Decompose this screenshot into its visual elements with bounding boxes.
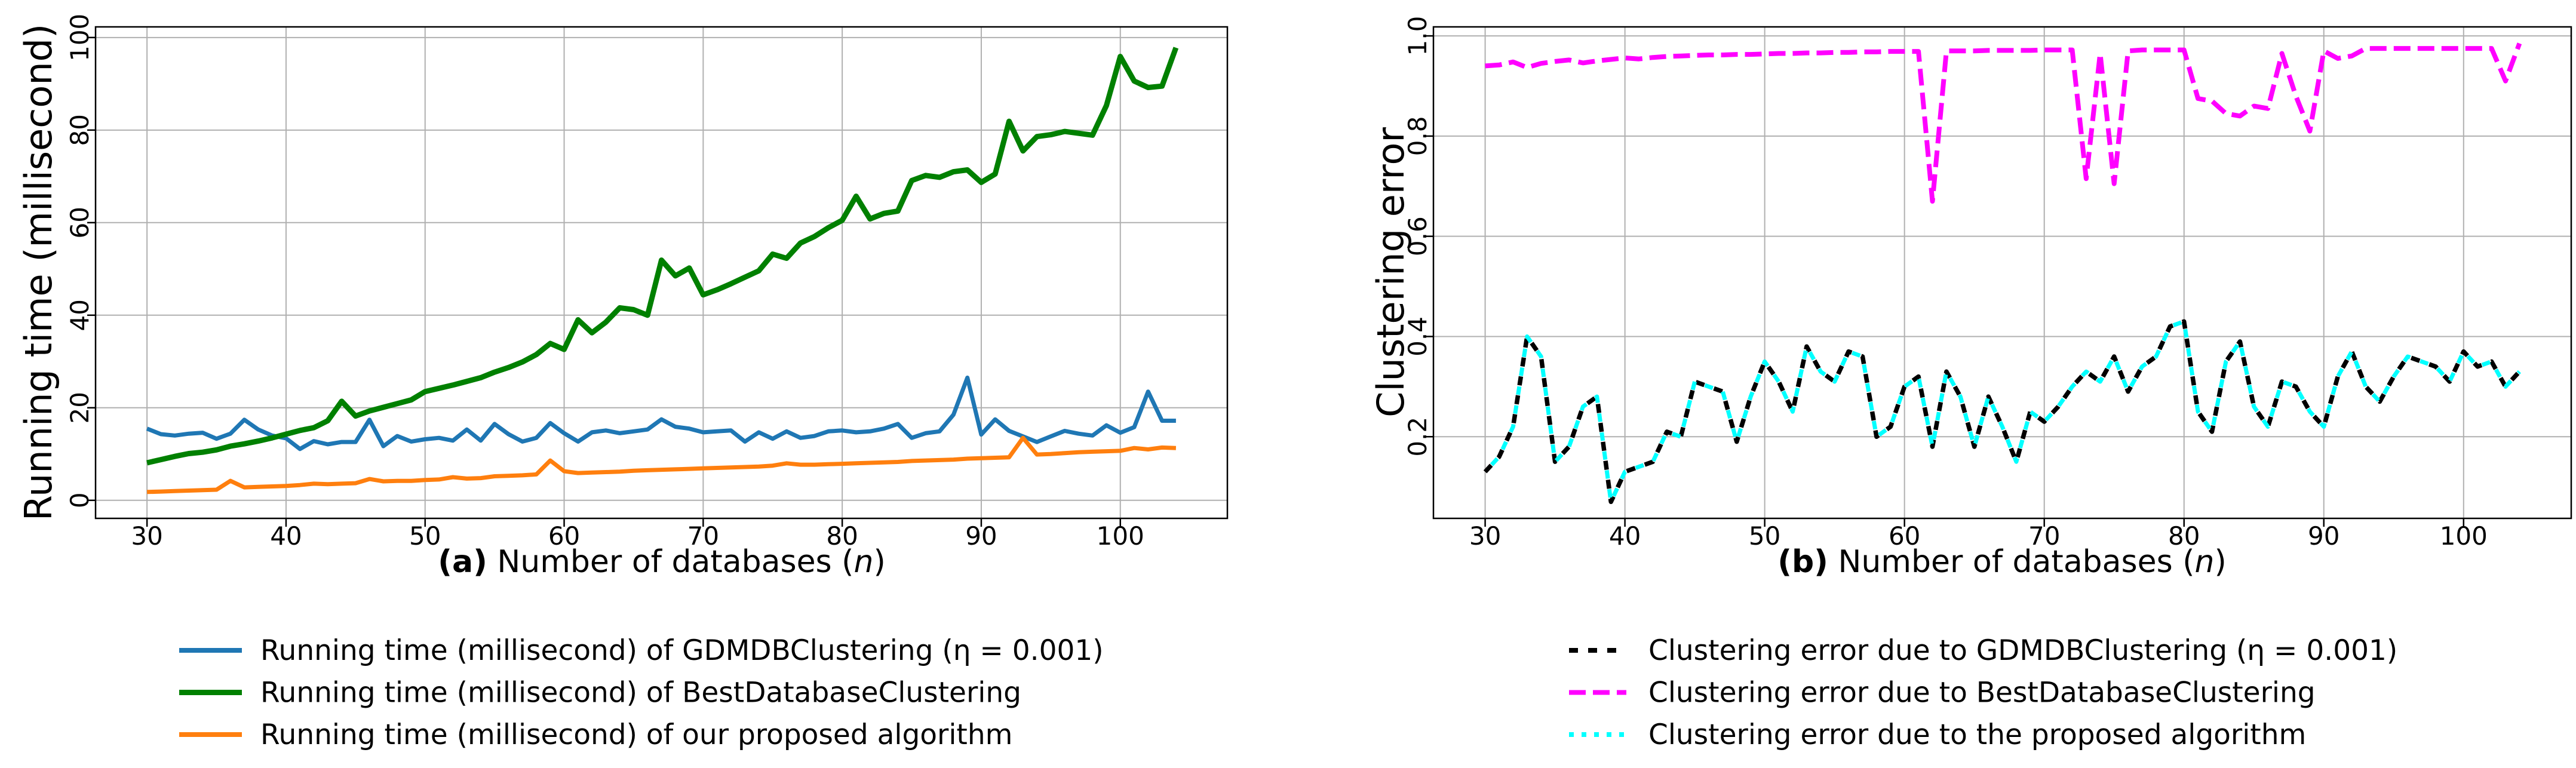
plot-border <box>1432 26 2572 520</box>
panel-b: 30 40 50 60 70 80 90 100 0.2 0.4 0.6 0.8 1.0 Clusteri… <box>1403 16 2572 751</box>
legend-label-bestdb: Clustering error due to BestDatabaseClus… <box>1648 677 2316 709</box>
y-tick-label: 0.2 <box>1403 417 1432 457</box>
legend-label-proposed: Running time (millisecond) of our propos… <box>260 718 1012 751</box>
x-tick-label: 50 <box>409 521 441 551</box>
y-tick-label: 0.4 <box>1403 317 1432 357</box>
y-tick-label: 40 <box>65 299 94 331</box>
caption-var-a: n <box>853 544 873 580</box>
panel-a: 30 40 50 60 70 80 90 100 0 20 40 60 80 100 Running tim… <box>65 14 1229 751</box>
y-tick-label: 60 <box>65 207 94 238</box>
series-line-proposed <box>146 435 1177 494</box>
legend-label-bestdb: Running time (millisecond) of BestDataba… <box>260 677 1021 709</box>
y-tick-label: 80 <box>65 114 94 146</box>
x-tick-label: 40 <box>270 521 302 551</box>
x-tick-label: 30 <box>131 521 162 551</box>
x-tick-label: 80 <box>2168 521 2200 551</box>
x-tick-label: 30 <box>1469 521 1501 551</box>
y-axis-label-a: Running time (millisecond) <box>17 24 60 521</box>
series-line-proposed <box>1484 319 2521 504</box>
y-tick-label: 0.8 <box>1403 116 1432 156</box>
series-line-bestdb <box>146 47 1179 466</box>
caption-text-a: Number of databases ( <box>487 544 854 580</box>
caption-suffix-b: ) <box>2215 544 2227 580</box>
y-tick-label: 100 <box>65 14 94 62</box>
caption-suffix-a: ) <box>873 544 885 580</box>
caption-tag-a: (a) <box>438 544 487 580</box>
x-tick-label: 100 <box>2440 521 2488 551</box>
plot-border <box>94 26 1229 520</box>
y-tick-label: 0 <box>65 492 94 508</box>
x-axis-caption-b: (b) Number of databases (n) <box>1777 544 2227 580</box>
x-tick-label: 60 <box>548 521 580 551</box>
legend-label-proposed: Clustering error due to the proposed alg… <box>1648 718 2306 751</box>
x-tick-label: 70 <box>2028 521 2060 551</box>
x-tick-label: 100 <box>1097 521 1144 551</box>
y-tick-label: 0.6 <box>1403 216 1432 256</box>
legend-label-gdmdb: Running time (millisecond) of GDMDBClust… <box>260 634 1104 667</box>
x-axis-caption-a: (a) Number of databases (n) <box>438 544 885 580</box>
x-tick-label: 90 <box>2308 521 2339 551</box>
x-tick-label: 70 <box>687 521 719 551</box>
legend-label-gdmdb: Clustering error due to GDMDBClustering … <box>1648 634 2397 667</box>
caption-var-b: n <box>2195 544 2215 580</box>
caption-text-b: Number of databases ( <box>1828 544 2195 580</box>
series-line-gdmdb <box>1483 319 2522 505</box>
y-axis-label-b: Clustering error <box>1369 127 1413 417</box>
series-line-gdmdb <box>146 375 1176 451</box>
caption-tag-b: (b) <box>1777 544 1828 580</box>
x-tick-label: 90 <box>965 521 997 551</box>
x-tick-label: 60 <box>1889 521 1920 551</box>
y-tick-label: 20 <box>65 392 94 423</box>
x-tick-label: 80 <box>826 521 858 551</box>
series-line-bestdb <box>1485 42 2522 204</box>
x-tick-label: 50 <box>1749 521 1780 551</box>
y-tick-label: 1.0 <box>1403 16 1432 56</box>
x-tick-label: 40 <box>1609 521 1641 551</box>
